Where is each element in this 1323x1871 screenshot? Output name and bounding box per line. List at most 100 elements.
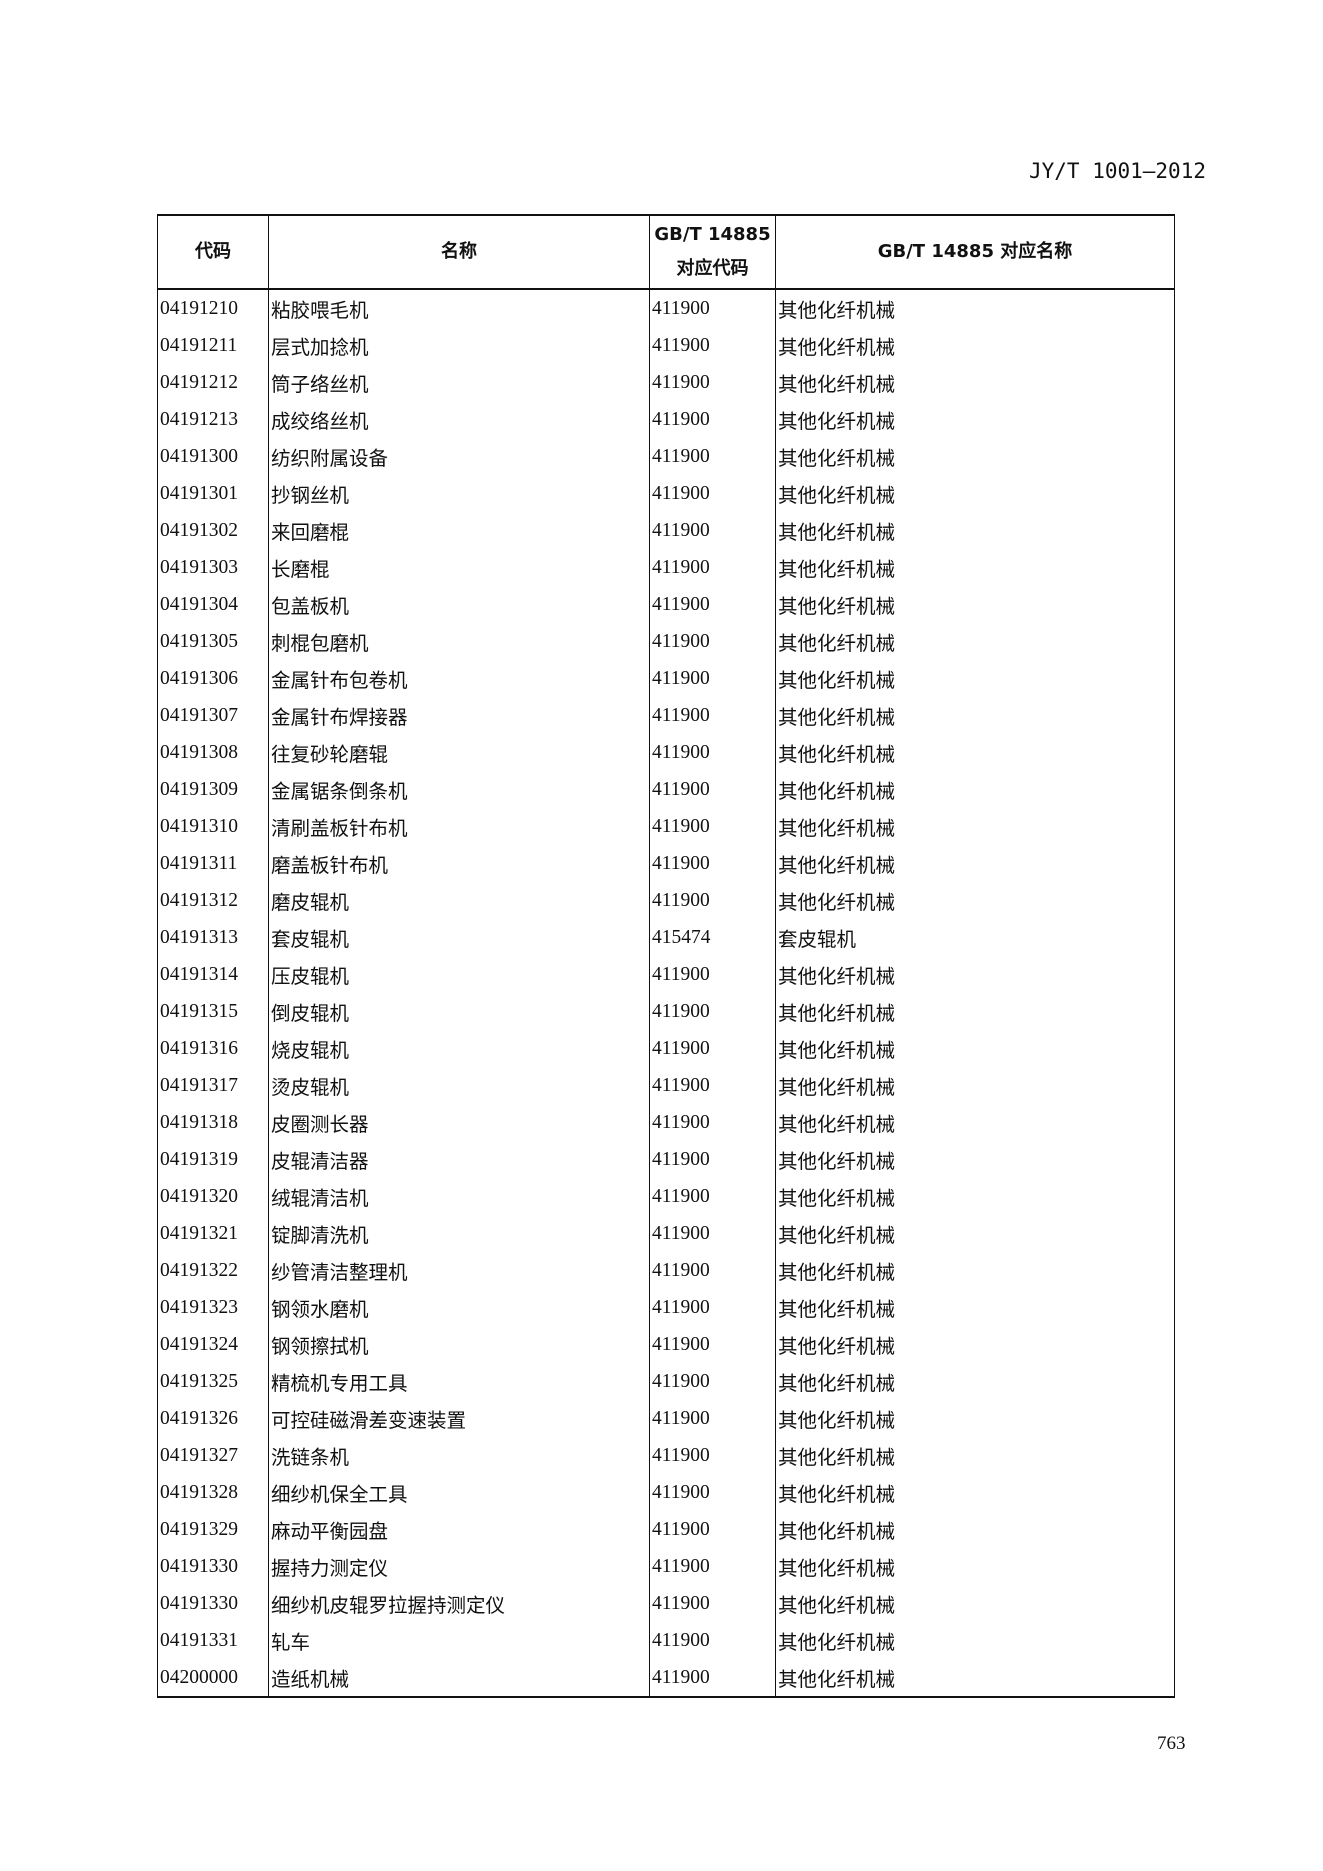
table-row: 04191320 绒辊清洁机 411900 其他化纤机械: [158, 1178, 1175, 1215]
table-row: 04191312 磨皮辊机 411900 其他化纤机械: [158, 882, 1175, 919]
cell-code: 04200000: [160, 1666, 238, 1688]
table-row: 04191313 套皮辊机 415474 套皮辊机: [158, 919, 1175, 956]
cell-gb-code: 411900: [649, 1474, 776, 1511]
table-row: 04191311 磨盖板针布机 411900 其他化纤机械: [158, 845, 1175, 882]
cell-name: 清刷盖板针布机: [268, 808, 650, 845]
table-row: 04191316 烧皮辊机 411900 其他化纤机械: [158, 1030, 1175, 1067]
cell-gb-code: 411900: [649, 1622, 776, 1659]
cell-gb-name: 其他化纤机械: [775, 1400, 1175, 1437]
table-row: 04191321 锭脚清洗机 411900 其他化纤机械: [158, 1215, 1175, 1252]
table-row: 04191308 往复砂轮磨辊 411900 其他化纤机械: [158, 734, 1175, 771]
cell-name: 成绞络丝机: [268, 401, 650, 438]
cell-gb-code: 411900: [649, 1141, 776, 1178]
cell-gb-name: 其他化纤机械: [775, 1289, 1175, 1326]
cell-gb-code: 411900: [649, 993, 776, 1030]
cell-gb-name: 其他化纤机械: [775, 845, 1175, 882]
cell-gb-name: 其他化纤机械: [775, 882, 1175, 919]
table-row: 04191322 纱管清洁整理机 411900 其他化纤机械: [158, 1252, 1175, 1289]
cell-name: 纺织附属设备: [268, 438, 650, 475]
table-row: 04191310 清刷盖板针布机 411900 其他化纤机械: [158, 808, 1175, 845]
cell-gb-name: 其他化纤机械: [775, 1437, 1175, 1474]
cell-code: 04191304: [160, 593, 238, 615]
cell-code: 04191211: [160, 334, 238, 356]
cell-name: 金属针布包卷机: [268, 660, 650, 697]
cell-gb-name: 其他化纤机械: [775, 993, 1175, 1030]
cell-gb-code: 411900: [649, 289, 776, 327]
cell-name: 细纱机皮辊罗拉握持测定仪: [268, 1585, 650, 1622]
cell-name: 绒辊清洁机: [268, 1178, 650, 1215]
cell-name: 钢领擦拭机: [268, 1326, 650, 1363]
cell-gb-code: 411900: [649, 1289, 776, 1326]
cell-code: 04191325: [160, 1370, 238, 1392]
cell-gb-name: 其他化纤机械: [775, 660, 1175, 697]
cell-name: 握持力测定仪: [268, 1548, 650, 1585]
cell-gb-name: 其他化纤机械: [775, 1585, 1175, 1622]
cell-code: 04191316: [160, 1037, 238, 1059]
cell-gb-name: 其他化纤机械: [775, 364, 1175, 401]
cell-gb-code: 415474: [649, 919, 776, 956]
cell-gb-code: 411900: [649, 438, 776, 475]
cell-gb-code: 411900: [649, 1326, 776, 1363]
cell-gb-name: 其他化纤机械: [775, 623, 1175, 660]
cell-name: 皮辊清洁器: [268, 1141, 650, 1178]
cell-code: 04191310: [160, 815, 238, 837]
cell-code: 04191328: [160, 1481, 238, 1503]
cell-code: 04191311: [160, 852, 238, 874]
cell-gb-code: 411900: [649, 1511, 776, 1548]
cell-name: 粘胶喂毛机: [268, 289, 650, 327]
cell-code: 04191315: [160, 1000, 238, 1022]
cell-gb-code: 411900: [649, 1548, 776, 1585]
cell-name: 烫皮辊机: [268, 1067, 650, 1104]
cell-name: 套皮辊机: [268, 919, 650, 956]
cell-gb-name: 其他化纤机械: [775, 1622, 1175, 1659]
cell-gb-name: 其他化纤机械: [775, 1067, 1175, 1104]
table-row: 04191325 精梳机专用工具 411900 其他化纤机械: [158, 1363, 1175, 1400]
cell-code: 04191301: [160, 482, 238, 504]
cell-gb-name: 其他化纤机械: [775, 1215, 1175, 1252]
cell-gb-name: 其他化纤机械: [775, 771, 1175, 808]
cell-name: 刺棍包磨机: [268, 623, 650, 660]
cell-gb-name: 其他化纤机械: [775, 549, 1175, 586]
cell-gb-code: 411900: [649, 1215, 776, 1252]
table-row: 04191210 粘胶喂毛机 411900 其他化纤机械: [158, 289, 1175, 327]
table-row: 04200000 造纸机械 411900 其他化纤机械: [158, 1659, 1175, 1697]
cell-name: 细纱机保全工具: [268, 1474, 650, 1511]
cell-code: 04191307: [160, 704, 238, 726]
table-row: 04191317 烫皮辊机 411900 其他化纤机械: [158, 1067, 1175, 1104]
cell-gb-name: 其他化纤机械: [775, 1548, 1175, 1585]
cell-gb-name: 其他化纤机械: [775, 512, 1175, 549]
table-row: 04191301 抄钢丝机 411900 其他化纤机械: [158, 475, 1175, 512]
cell-gb-code: 411900: [649, 586, 776, 623]
cell-code: 04191321: [160, 1222, 238, 1244]
cell-name: 洗链条机: [268, 1437, 650, 1474]
cell-name: 轧车: [268, 1622, 650, 1659]
cell-code: 04191305: [160, 630, 238, 652]
cell-gb-code: 411900: [649, 771, 776, 808]
table-row: 04191300 纺织附属设备 411900 其他化纤机械: [158, 438, 1175, 475]
cell-gb-name: 套皮辊机: [775, 919, 1175, 956]
cell-gb-code: 411900: [649, 623, 776, 660]
cell-name: 包盖板机: [268, 586, 650, 623]
cell-gb-name: 其他化纤机械: [775, 1104, 1175, 1141]
cell-gb-name: 其他化纤机械: [775, 734, 1175, 771]
table-row: 04191330 细纱机皮辊罗拉握持测定仪 411900 其他化纤机械: [158, 1585, 1175, 1622]
cell-code: 04191322: [160, 1259, 238, 1281]
cell-name: 金属锯条倒条机: [268, 771, 650, 808]
standard-number: JY/T 1001—2012: [1028, 159, 1206, 183]
cell-name: 磨皮辊机: [268, 882, 650, 919]
cell-gb-name: 其他化纤机械: [775, 438, 1175, 475]
cell-gb-name: 其他化纤机械: [775, 1363, 1175, 1400]
column-header-name: 名称: [268, 215, 650, 290]
table-header-row: 代码 名称 GB/T 14885 对应代码 GB/T 14885 对应名称: [157, 215, 1175, 290]
cell-gb-code: 411900: [649, 956, 776, 993]
cell-gb-name: 其他化纤机械: [775, 401, 1175, 438]
cell-gb-code: 411900: [649, 697, 776, 734]
cell-name: 磨盖板针布机: [268, 845, 650, 882]
cell-gb-code: 411900: [649, 1659, 776, 1697]
cell-name: 造纸机械: [268, 1659, 650, 1697]
cell-code: 04191308: [160, 741, 238, 763]
cell-name: 皮圈测长器: [268, 1104, 650, 1141]
page-number: 763: [1157, 1733, 1186, 1754]
cell-code: 04191330: [160, 1555, 238, 1577]
table-row: 04191304 包盖板机 411900 其他化纤机械: [158, 586, 1175, 623]
